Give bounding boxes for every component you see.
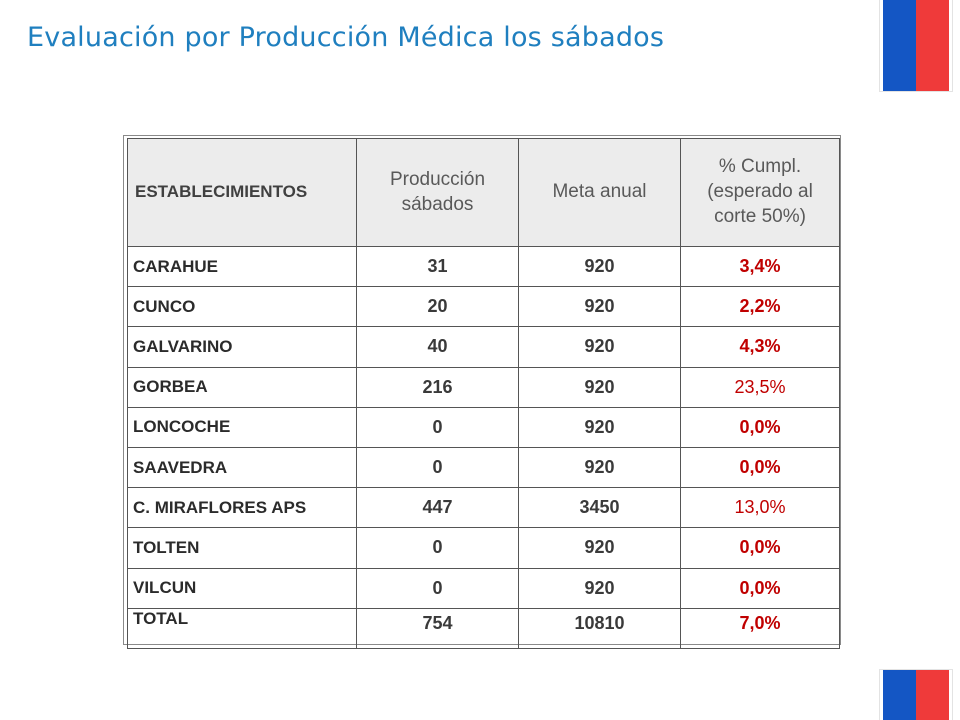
cell-meta: 920 — [518, 567, 681, 609]
table-row-total: TOTAL 754 10810 7,0% — [127, 607, 840, 649]
cell-establecimiento: GALVARINO — [127, 326, 357, 368]
cell-produccion: 447 — [356, 487, 519, 529]
flag-blue-stripe — [883, 0, 916, 91]
table-row: CUNCO 20 920 2,2% — [127, 286, 840, 328]
header-establecimientos: ESTABLECIMIENTOS — [127, 138, 357, 247]
cell-cumplimiento: 2,2% — [680, 286, 840, 328]
cell-cumplimiento: 0,0% — [680, 527, 840, 569]
cell-establecimiento: CUNCO — [127, 286, 357, 328]
flag-logo-top — [880, 0, 952, 91]
production-table: ESTABLECIMIENTOS Producción sábados Meta … — [127, 138, 840, 649]
cell-meta: 920 — [518, 446, 681, 489]
cell-establecimiento: C. MIRAFLORES APS — [127, 487, 357, 529]
cell-total-produccion: 754 — [356, 607, 519, 649]
cell-establecimiento: LONCOCHE — [127, 406, 357, 448]
cell-cumplimiento: 23,5% — [680, 366, 840, 408]
table-row: GALVARINO 40 920 4,3% — [127, 326, 840, 368]
production-table-frame: ESTABLECIMIENTOS Producción sábados Meta … — [123, 135, 841, 649]
cell-produccion: 0 — [356, 406, 519, 448]
flag-logo-bottom — [880, 670, 952, 720]
cell-cumplimiento: 0,0% — [680, 446, 840, 489]
cell-establecimiento: SAAVEDRA — [127, 446, 357, 489]
cell-establecimiento: GORBEA — [127, 366, 357, 408]
cell-meta: 920 — [518, 326, 681, 368]
cell-meta: 920 — [518, 406, 681, 448]
cell-produccion: 0 — [356, 567, 519, 609]
cell-establecimiento: VILCUN — [127, 567, 357, 609]
cell-cumplimiento: 0,0% — [680, 567, 840, 609]
table-row: SAAVEDRA 0 920 0,0% — [127, 446, 840, 489]
cell-total-cumplimiento: 7,0% — [680, 607, 840, 649]
table-row: TOLTEN 0 920 0,0% — [127, 527, 840, 569]
cell-meta: 920 — [518, 366, 681, 408]
flag-blue-stripe — [883, 670, 916, 720]
flag-red-stripe — [916, 0, 949, 91]
header-meta: Meta anual — [518, 138, 681, 247]
cell-meta: 3450 — [518, 487, 681, 529]
header-produccion: Producción sábados — [356, 138, 519, 247]
cell-meta: 920 — [518, 245, 681, 288]
cell-meta: 920 — [518, 286, 681, 328]
page-title: Evaluación por Producción Médica los sáb… — [27, 22, 665, 53]
table-row: CARAHUE 31 920 3,4% — [127, 245, 840, 288]
cell-meta: 920 — [518, 527, 681, 569]
table-row: LONCOCHE 0 920 0,0% — [127, 406, 840, 448]
cell-establecimiento: TOLTEN — [127, 527, 357, 569]
cell-produccion: 0 — [356, 527, 519, 569]
cell-cumplimiento: 0,0% — [680, 406, 840, 448]
table-header-row: ESTABLECIMIENTOS Producción sábados Meta … — [127, 138, 840, 247]
cell-total-meta: 10810 — [518, 607, 681, 649]
cell-produccion: 31 — [356, 245, 519, 288]
cell-produccion: 20 — [356, 286, 519, 328]
table-row: C. MIRAFLORES APS 447 3450 13,0% — [127, 487, 840, 529]
cell-produccion: 216 — [356, 366, 519, 408]
table-row: VILCUN 0 920 0,0% — [127, 567, 840, 609]
cell-cumplimiento: 3,4% — [680, 245, 840, 288]
flag-red-stripe — [916, 670, 949, 720]
cell-produccion: 40 — [356, 326, 519, 368]
cell-establecimiento: CARAHUE — [127, 245, 357, 288]
cell-produccion: 0 — [356, 446, 519, 489]
cell-cumplimiento: 13,0% — [680, 487, 840, 529]
cell-cumplimiento: 4,3% — [680, 326, 840, 368]
table-row: GORBEA 216 920 23,5% — [127, 366, 840, 408]
header-cumplimiento: % Cumpl. (esperado al corte 50%) — [680, 138, 840, 247]
cell-total-label: TOTAL — [127, 607, 357, 649]
